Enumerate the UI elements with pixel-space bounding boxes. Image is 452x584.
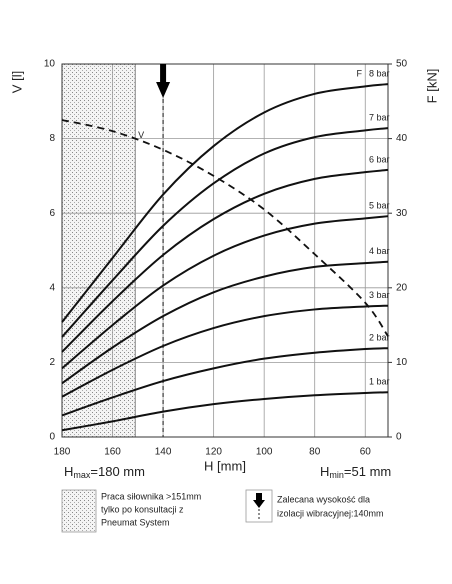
- legend-text: izolacji wibracyjnej:140mm: [277, 508, 384, 518]
- legend-text: Praca siłownika >151mm: [101, 491, 201, 501]
- force-line: [61, 347, 389, 417]
- y-tick-label: 8: [49, 133, 55, 144]
- x-tick-label: 140: [155, 447, 172, 458]
- series-label: 1 bar: [369, 377, 390, 387]
- series-label: 4 bar: [369, 246, 390, 256]
- force-line: [61, 260, 389, 385]
- series-label: 8 bar: [369, 69, 390, 79]
- legend-arrow-box: [245, 489, 273, 523]
- shaded-region: [62, 64, 136, 437]
- y-tick-label: 6: [49, 208, 55, 219]
- plot-frame: [61, 63, 389, 438]
- force-line: [61, 304, 389, 398]
- force-line: [61, 168, 389, 353]
- y2-axis-title: F [kN]: [424, 69, 439, 104]
- force-marker: F: [357, 69, 363, 79]
- series-label: V: [138, 130, 144, 140]
- legend-text: tylko po konsultacji z: [101, 504, 184, 514]
- y2-tick-label: 40: [396, 133, 408, 144]
- h-min-label: Hmin=51 mm: [320, 464, 391, 480]
- legend-text: Zalecana wysokość dla: [277, 494, 370, 504]
- legend-hatch-swatch: [61, 489, 97, 533]
- series-label: 7 bar: [369, 113, 390, 123]
- series-label: 3 bar: [369, 290, 390, 300]
- y2-tick-label: 0: [396, 432, 402, 443]
- legend-arrow: [253, 493, 265, 508]
- force-line: [61, 83, 389, 323]
- series-label: 6 bar: [369, 154, 390, 164]
- y2-tick-label: 20: [396, 282, 408, 293]
- y-axis-title: V [l]: [9, 71, 24, 93]
- y2-tick-label: 50: [396, 59, 408, 70]
- y-tick-label: 2: [49, 357, 55, 368]
- y2-tick-label: 10: [396, 357, 408, 368]
- force-line: [61, 391, 389, 432]
- x-tick-label: 180: [54, 447, 71, 458]
- x-tick-label: 100: [256, 447, 273, 458]
- legend-text: Pneumat System: [101, 517, 170, 527]
- series-label: 2 bar: [369, 333, 390, 343]
- y-tick-label: 0: [49, 432, 55, 443]
- recommended-arrow: [156, 64, 171, 98]
- x-tick-label: 60: [360, 447, 372, 458]
- x-tick-label: 160: [104, 447, 121, 458]
- y2-tick-label: 30: [396, 208, 408, 219]
- x-axis-title: H [mm]: [204, 458, 246, 473]
- force-line: [61, 215, 389, 370]
- series-label: 5 bar: [369, 201, 390, 211]
- y-tick-label: 10: [44, 59, 56, 70]
- y-tick-label: 4: [49, 282, 55, 293]
- force-line: [61, 127, 389, 338]
- h-max-label: Hmax=180 mm: [64, 464, 145, 480]
- x-tick-label: 120: [205, 447, 222, 458]
- x-tick-label: 80: [309, 447, 321, 458]
- volume-line: [61, 119, 389, 337]
